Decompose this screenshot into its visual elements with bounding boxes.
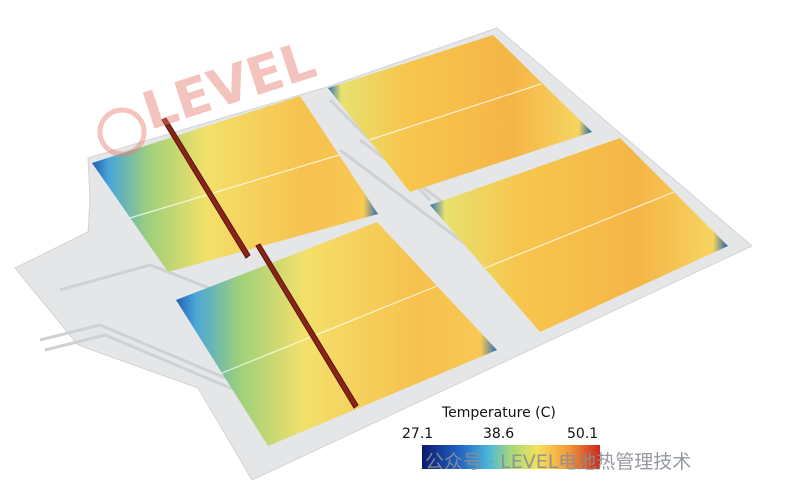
legend-tick: 38.6	[483, 426, 515, 442]
heat-walls	[161, 117, 359, 409]
module	[176, 222, 497, 446]
module	[92, 96, 378, 272]
module	[328, 35, 592, 192]
legend-tick: 27.1	[402, 426, 434, 442]
legend-tick: 50.1	[567, 426, 599, 442]
legend-title: Temperature (C)	[442, 405, 556, 421]
logo-mark	[97, 107, 147, 157]
watermark: 公众号 · LEVEL电池热管理技术	[425, 451, 692, 473]
cell-dividers	[129, 83, 675, 374]
colorbar	[422, 445, 600, 469]
module	[430, 138, 728, 332]
